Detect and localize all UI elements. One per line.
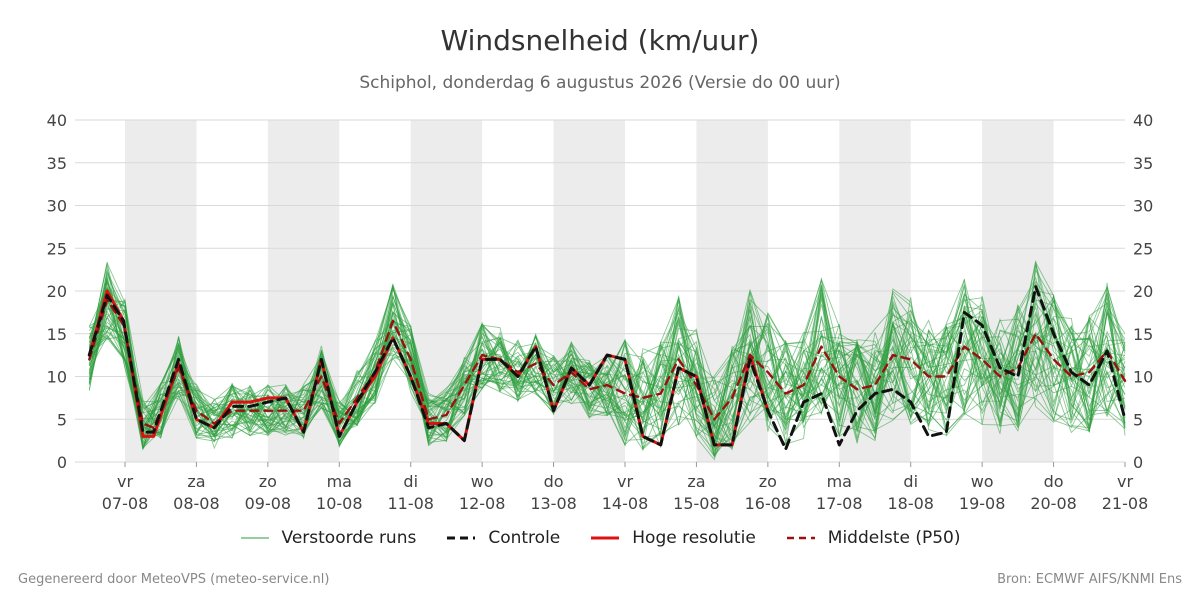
x-tick-day-label: zo (759, 472, 777, 491)
x-tick-day-label: do (1044, 472, 1064, 491)
x-tick-day-label: za (687, 472, 705, 491)
ensemble-member-line (88, 286, 1126, 449)
ensemble-member-line (89, 286, 1126, 458)
x-tick-day-label: vr (617, 472, 633, 491)
x-tick-date-label: 11-08 (387, 494, 434, 513)
y-tick-label-right: 10 (1133, 368, 1153, 387)
main-series (87, 285, 1127, 451)
y-tick-label-left: 5 (57, 410, 67, 429)
controle-line (87, 285, 1127, 451)
x-tick-day-label: di (403, 472, 418, 491)
x-tick-day-label: di (903, 472, 918, 491)
ensemble-member-line (88, 298, 1126, 452)
x-tick-date-label: 19-08 (959, 494, 1006, 513)
x-tick-day-label: ma (327, 472, 352, 491)
y-tick-label-right: 15 (1133, 325, 1153, 344)
controle-swatch (447, 536, 476, 540)
x-tick-day-label: za (187, 472, 205, 491)
x-tick-date-label: 16-08 (745, 494, 792, 513)
y-tick-label-right: 0 (1133, 453, 1143, 472)
legend-item-p50: Middelste (P50) (786, 528, 961, 548)
legend-label-controle: Controle (488, 528, 561, 548)
legend-item-hoge-resolutie: Hoge resolutie (590, 528, 756, 548)
legend-item-ensemble: Verstoorde runs (240, 528, 417, 548)
y-axis-right: 0 5 10 15 20 25 30 35 40 (1133, 111, 1153, 472)
legend-label-ensemble: Verstoorde runs (281, 528, 417, 548)
x-tick-day-label: wo (971, 472, 994, 491)
legend-label-p50: Middelste (P50) (827, 528, 961, 548)
y-tick-label-left: 10 (47, 368, 67, 387)
x-tick-date-label: 07-08 (102, 494, 149, 513)
x-tick-date-label: 20-08 (1030, 494, 1077, 513)
x-tick-day-label: do (544, 472, 564, 491)
y-tick-label-right: 20 (1133, 282, 1153, 301)
y-tick-label-right: 25 (1133, 239, 1153, 258)
x-tick-date-label: 12-08 (459, 494, 506, 513)
y-tick-label-left: 30 (47, 197, 67, 216)
y-tick-label-left: 0 (57, 453, 67, 472)
legend-item-controle: Controle (446, 528, 560, 548)
p50-swatch (786, 536, 815, 540)
legend-label-hoge-resolutie: Hoge resolutie (632, 528, 756, 548)
ensemble-member-line (88, 295, 1126, 446)
x-tick-date-label: 10-08 (316, 494, 363, 513)
ensemble-member-line (88, 270, 1126, 446)
y-tick-label-right: 40 (1133, 111, 1153, 130)
x-tick-date-label: 18-08 (887, 494, 934, 513)
y-tick-label-left: 20 (47, 282, 67, 301)
x-tick-date-label: 15-08 (673, 494, 720, 513)
y-axis-left: 0 5 10 15 20 25 30 35 40 (47, 111, 67, 472)
ensemble-swatch (240, 537, 269, 539)
ensemble-member-line (88, 296, 1126, 435)
ensemble-member-line (88, 285, 1126, 461)
p50-median-line (88, 298, 1127, 429)
ensemble-member-line (88, 271, 1126, 446)
y-tick-label-right: 35 (1133, 154, 1153, 173)
y-tick-label-left: 15 (47, 325, 67, 344)
hoge-resolutie-swatch (591, 536, 620, 540)
x-tick-date-label: 13-08 (530, 494, 577, 513)
horizontal-gridlines (75, 119, 1125, 463)
y-tick-label-right: 5 (1133, 410, 1143, 429)
x-tick-date-label: 17-08 (816, 494, 863, 513)
footer-source: Bron: ECMWF AIFS/KNMI Ens (997, 572, 1182, 587)
chart-subtitle: Schiphol, donderdag 6 augustus 2026 (Ver… (359, 73, 841, 93)
x-tick-day-label: vr (1117, 472, 1133, 491)
y-tick-label-left: 35 (47, 154, 67, 173)
y-tick-label-right: 30 (1133, 197, 1153, 216)
x-tick-day-label: zo (259, 472, 277, 491)
x-tick-date-label: 08-08 (173, 494, 220, 513)
legend: Verstoorde runs Controle Hoge resolutie … (0, 528, 1200, 548)
x-tick-date-label: 09-08 (245, 494, 292, 513)
x-tick-day-label: vr (117, 472, 133, 491)
x-tick-date-label: 21-08 (1102, 494, 1149, 513)
x-axis: vr 07-08 za 08-08 zo 09-08 ma 10-08 di 11-08 wo 12-… (102, 462, 1149, 513)
footer-credit: Gegenereerd door MeteoVPS (meteo-service… (18, 572, 330, 587)
x-tick-date-label: 14-08 (602, 494, 649, 513)
y-tick-label-left: 25 (47, 239, 67, 258)
x-tick-day-label: wo (471, 472, 494, 491)
y-tick-label-left: 40 (47, 111, 67, 130)
chart-title: Windsnelheid (km/uur) (440, 24, 760, 57)
x-tick-day-label: ma (827, 472, 852, 491)
